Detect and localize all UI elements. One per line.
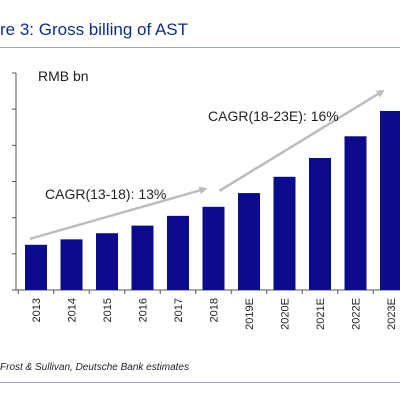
annotation-cagr-13-18: CAGR(13-18): 13% bbox=[45, 186, 166, 202]
annotation-cagr-18-23: CAGR(18-23E): 16% bbox=[208, 108, 339, 124]
bar-2016 bbox=[131, 225, 154, 290]
x-tick-label: 2017 bbox=[173, 298, 185, 322]
x-tick-label: 2020E bbox=[280, 298, 292, 330]
source-note: Frost & Sullivan, Deutsche Bank estimate… bbox=[0, 362, 189, 373]
title-divider bbox=[0, 47, 400, 48]
bar-chart: 2013 2014 2015 2016 2017 2018 2019E 2020E 2021E 2… bbox=[12, 68, 400, 330]
bottom-divider bbox=[0, 382, 400, 383]
x-tick-label: 2021E bbox=[315, 298, 327, 330]
x-tick-label: 2022E bbox=[351, 298, 363, 330]
chart-title: re 3: Gross billing of AST bbox=[0, 20, 189, 39]
x-tick-label: 2014 bbox=[67, 298, 79, 322]
x-tick-label: 2019E bbox=[244, 298, 256, 330]
bar-2020E bbox=[273, 176, 296, 290]
cagr-arrow-2 bbox=[218, 89, 385, 192]
x-tick-label: 2016 bbox=[138, 298, 150, 322]
bar-2023E bbox=[380, 110, 400, 290]
x-tick-label: 2013 bbox=[31, 298, 43, 322]
unit-label: RMB bn bbox=[38, 68, 89, 84]
x-tick-label: 2018 bbox=[209, 298, 221, 322]
x-tick-label: 2015 bbox=[102, 298, 114, 322]
bar-2015 bbox=[96, 233, 118, 290]
bar-2013 bbox=[25, 244, 47, 290]
bar-2018 bbox=[202, 206, 225, 290]
cagr-arrow-1 bbox=[29, 186, 208, 240]
x-tick-label: 2023E bbox=[386, 298, 398, 330]
bar-2017 bbox=[167, 215, 189, 290]
bar-2021E bbox=[309, 157, 331, 290]
bar-2022E bbox=[344, 136, 367, 290]
bar-2019E bbox=[238, 193, 260, 290]
bar-2014 bbox=[60, 239, 83, 290]
